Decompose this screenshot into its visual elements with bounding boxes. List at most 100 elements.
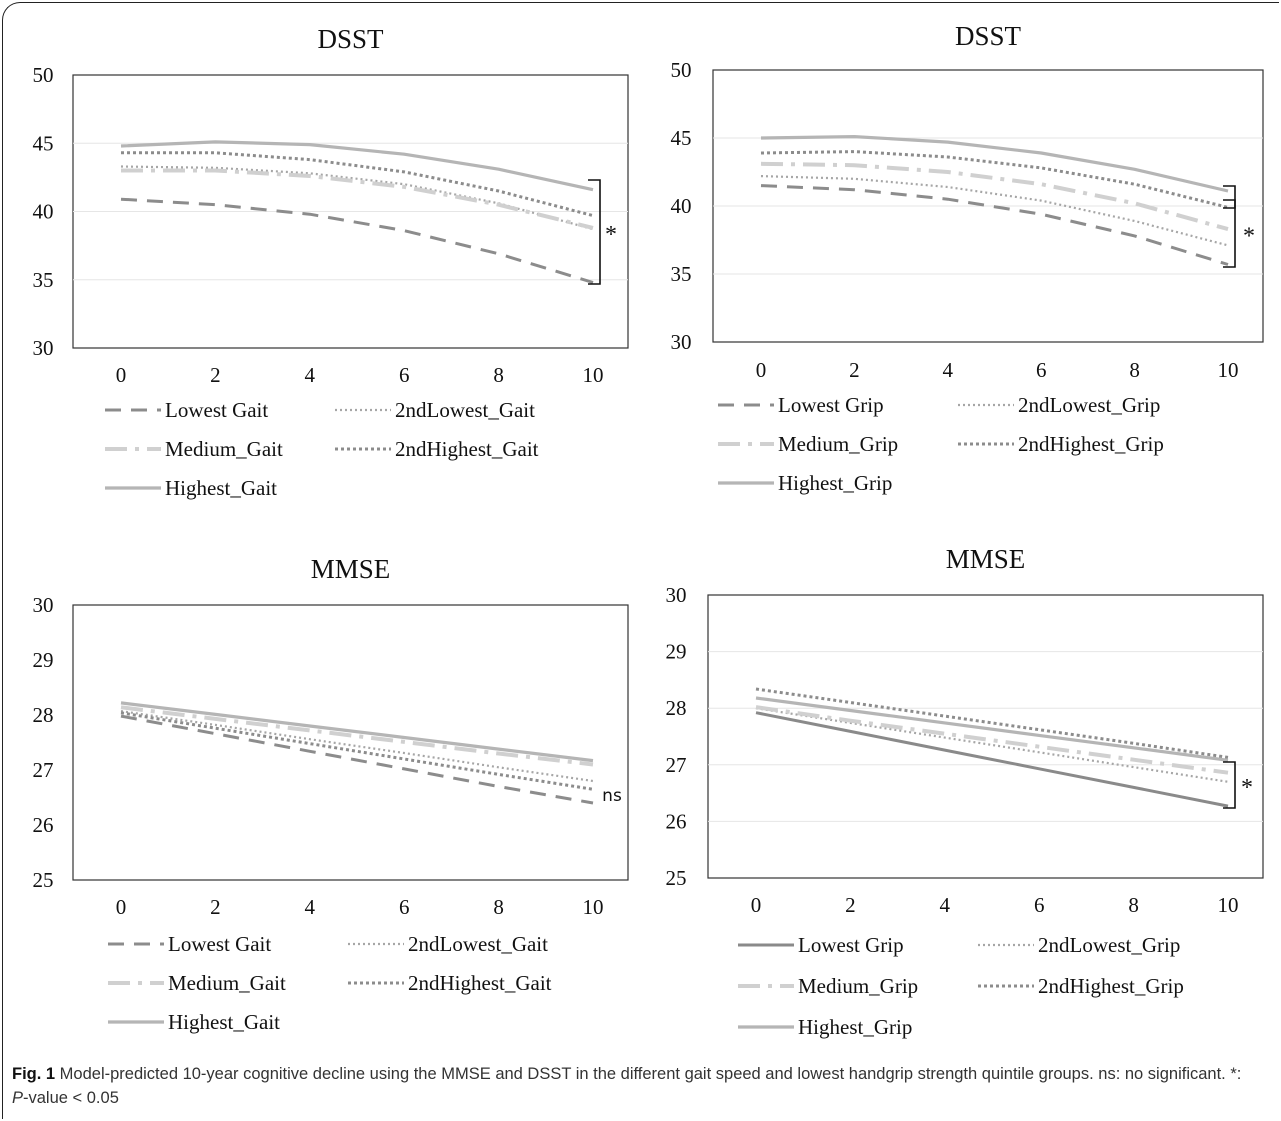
series-line [755,705,1229,775]
x-tick-label: 4 [940,893,951,917]
x-tick-label: 10 [1218,893,1239,917]
x-tick-label: 4 [943,358,954,382]
caption-label: Fig. 1 [12,1065,56,1083]
x-tick-label: 10 [583,895,604,919]
significance-label: * [1243,224,1255,250]
series-line [755,687,1229,759]
y-tick-label: 35 [33,268,54,292]
y-tick-label: 27 [666,753,687,777]
y-tick-label: 30 [671,330,692,354]
x-tick-label: 6 [399,363,410,387]
chart-title: DSST [955,21,1022,51]
caption-italic: P [12,1089,24,1107]
significance-bracket [1223,185,1236,209]
x-tick-label: 10 [1218,358,1239,382]
y-tick-label: 26 [666,809,687,833]
y-tick-label: 29 [666,640,687,664]
legend-label: 2ndHighest_Gait [408,971,552,995]
series-line [760,161,1229,232]
x-tick-label: 0 [116,363,127,387]
series-line [120,140,594,192]
y-tick-label: 30 [33,593,54,617]
y-tick-label: 28 [33,703,54,727]
y-tick-label: 29 [33,648,54,672]
chart-title: DSST [317,24,384,54]
series-line [121,151,594,218]
series-line [760,135,1229,193]
legend-label: Medium_Grip [778,432,898,456]
legend-label: 2ndLowest_Grip [1018,393,1160,417]
y-tick-label: 25 [666,866,687,890]
y-tick-label: 27 [33,758,54,782]
y-tick-label: 45 [671,126,692,150]
significance-label: * [1241,775,1253,801]
legend-label: 2ndHighest_Grip [1038,974,1184,998]
x-tick-label: 2 [210,363,221,387]
legend-label: Medium_Gait [165,437,283,461]
x-tick-label: 6 [1034,893,1045,917]
x-tick-label: 6 [399,895,410,919]
x-tick-label: 2 [210,895,221,919]
y-tick-label: 40 [33,200,54,224]
legend-label: Highest_Gait [165,476,277,500]
x-tick-label: 8 [1128,893,1139,917]
x-tick-label: 8 [493,363,504,387]
y-tick-label: 28 [666,696,687,720]
x-tick-label: 4 [305,895,316,919]
series-line [755,711,1229,808]
x-tick-label: 8 [1129,358,1140,382]
series-line [760,184,1229,266]
series-line [760,150,1229,209]
series-line [755,696,1229,762]
x-tick-label: 0 [756,358,767,382]
legend-label: 2ndLowest_Gait [395,398,535,422]
legend-label: Lowest Grip [778,393,884,417]
y-tick-label: 30 [33,336,54,360]
legend-label: 2ndHighest_Gait [395,437,539,461]
chart-title: MMSE [946,544,1026,574]
significance-label: * [605,222,617,248]
significance-bracket [1223,761,1236,809]
legend-label: Lowest Gait [168,932,271,956]
x-tick-label: 0 [751,893,762,917]
legend-label: Lowest Grip [798,933,904,957]
y-tick-label: 50 [671,58,692,82]
legend-label: Lowest Gait [165,398,268,422]
y-tick-label: 50 [33,63,54,87]
x-tick-label: 4 [305,363,316,387]
y-tick-label: 26 [33,813,54,837]
x-tick-label: 2 [849,358,860,382]
series-line [121,168,594,230]
figure-caption: Fig. 1 Model-predicted 10-year cognitive… [12,1062,1262,1110]
series-line [120,701,594,763]
x-tick-label: 0 [116,895,127,919]
plot-area [72,604,629,881]
legend-label: Medium_Grip [798,974,918,998]
legend-label: Highest_Grip [798,1015,912,1039]
significance-bracket [588,179,601,285]
legend-label: 2ndLowest_Grip [1038,933,1180,957]
x-tick-label: 8 [493,895,504,919]
series-line [120,711,594,791]
y-tick-label: 40 [671,194,692,218]
legend-label: Highest_Grip [778,471,892,495]
y-tick-label: 45 [33,131,54,155]
caption-text: Model-predicted 10-year cognitive declin… [55,1065,1242,1083]
y-tick-label: 25 [33,868,54,892]
y-tick-label: 30 [666,583,687,607]
series-line [120,197,594,284]
x-tick-label: 2 [845,893,856,917]
series-line [120,714,594,805]
legend-label: 2ndHighest_Grip [1018,432,1164,456]
significance-bracket [1223,199,1236,268]
chart-title: MMSE [311,554,391,584]
plot-area [707,594,1264,879]
series-line [120,705,594,767]
legend-label: 2ndLowest_Gait [408,932,548,956]
